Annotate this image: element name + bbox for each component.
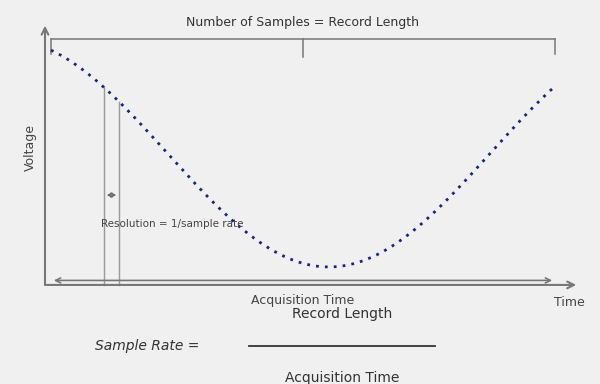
Text: Number of Samples = Record Length: Number of Samples = Record Length (187, 16, 419, 29)
Text: Sample Rate =: Sample Rate = (95, 339, 204, 353)
Text: Voltage: Voltage (23, 124, 37, 170)
Text: Record Length: Record Length (292, 307, 392, 321)
Text: Acquisition Time: Acquisition Time (251, 294, 355, 307)
Text: Resolution = 1/sample rate: Resolution = 1/sample rate (101, 219, 244, 229)
Text: Acquisition Time: Acquisition Time (285, 371, 399, 384)
Text: Time: Time (554, 296, 585, 310)
